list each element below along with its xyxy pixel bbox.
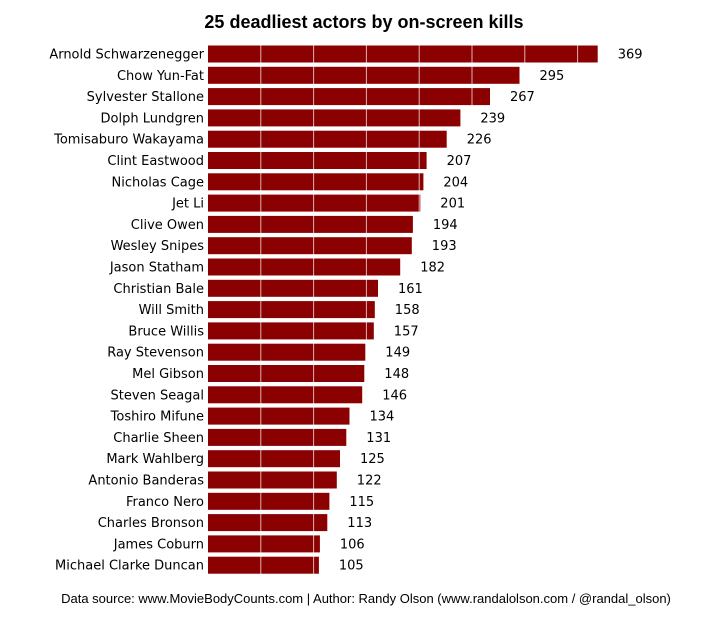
category-label: Jet Li xyxy=(171,197,204,212)
category-label: Clive Owen xyxy=(131,218,204,233)
category-label: Michael Clarke Duncan xyxy=(55,559,204,574)
bar xyxy=(208,130,447,148)
category-label: Chow Yun-Fat xyxy=(117,69,204,84)
category-label: Clint Eastwood xyxy=(107,154,204,169)
value-label: 106 xyxy=(340,537,365,552)
bar xyxy=(208,215,413,233)
chart-title: 25 deadliest actors by on-screen kills xyxy=(204,12,523,32)
bar xyxy=(208,514,328,532)
value-label: 267 xyxy=(510,90,535,105)
labels-layer: Arnold Schwarzenegger 369 Chow Yun-Fat 295 S… xyxy=(49,48,642,574)
value-label: 369 xyxy=(618,48,643,63)
category-label: Christian Bale xyxy=(113,282,204,297)
value-label: 131 xyxy=(366,431,391,446)
value-label: 122 xyxy=(357,474,382,489)
category-label: Charles Bronson xyxy=(98,516,204,531)
category-label: James Coburn xyxy=(113,537,204,552)
category-label: Antonio Banderas xyxy=(88,474,204,489)
value-label: 161 xyxy=(398,282,423,297)
category-label: Jason Statham xyxy=(109,261,204,276)
bar xyxy=(208,556,319,574)
bar xyxy=(208,450,340,468)
value-label: 193 xyxy=(432,239,457,254)
value-label: 125 xyxy=(360,452,385,467)
value-label: 115 xyxy=(349,495,374,510)
value-label: 134 xyxy=(370,410,395,425)
category-label: Dolph Lundgren xyxy=(101,111,205,126)
bar xyxy=(208,535,320,553)
value-label: 194 xyxy=(433,218,458,233)
category-label: Mel Gibson xyxy=(132,367,204,382)
category-label: Toshiro Mifune xyxy=(110,410,204,425)
source-note: Data source: www.MovieBodyCounts.com | A… xyxy=(61,591,671,606)
bar xyxy=(208,45,598,63)
value-label: 149 xyxy=(385,346,410,361)
value-label: 207 xyxy=(447,154,472,169)
bar xyxy=(208,279,378,297)
value-label: 226 xyxy=(467,133,492,148)
bar xyxy=(208,173,424,191)
category-label: Arnold Schwarzenegger xyxy=(49,48,204,63)
category-label: Tomisaburo Wakayama xyxy=(53,133,204,148)
value-label: 158 xyxy=(395,303,420,318)
bar xyxy=(208,258,401,276)
bar xyxy=(208,301,375,319)
bar xyxy=(208,428,347,446)
bar xyxy=(208,471,337,489)
category-label: Will Smith xyxy=(139,303,204,318)
category-label: Wesley Snipes xyxy=(111,239,205,254)
value-label: 105 xyxy=(339,559,364,574)
category-label: Ray Stevenson xyxy=(107,346,204,361)
value-label: 146 xyxy=(382,388,407,403)
category-label: Nicholas Cage xyxy=(112,175,204,190)
bar xyxy=(208,88,490,106)
value-label: 295 xyxy=(540,69,565,84)
bars-layer xyxy=(208,45,598,574)
bar xyxy=(208,66,520,84)
category-label: Charlie Sheen xyxy=(113,431,204,446)
bar xyxy=(208,365,365,382)
value-label: 239 xyxy=(480,111,505,126)
bar xyxy=(208,322,374,340)
bar xyxy=(208,343,366,361)
category-label: Sylvester Stallone xyxy=(87,90,204,105)
bar xyxy=(208,407,350,425)
bar xyxy=(208,109,461,127)
bar xyxy=(208,152,427,169)
value-label: 201 xyxy=(440,197,465,212)
bar xyxy=(208,492,330,510)
category-label: Bruce Willis xyxy=(128,324,204,339)
value-label: 113 xyxy=(347,516,372,531)
value-label: 204 xyxy=(443,175,468,190)
value-label: 148 xyxy=(384,367,409,382)
grid-layer xyxy=(260,43,579,576)
bar xyxy=(208,237,412,255)
category-label: Steven Seagal xyxy=(111,388,204,403)
bar xyxy=(208,386,363,404)
category-label: Mark Wahlberg xyxy=(106,452,204,467)
category-label: Franco Nero xyxy=(126,495,204,510)
value-label: 157 xyxy=(394,324,419,339)
bar xyxy=(208,194,421,212)
value-label: 182 xyxy=(420,261,445,276)
